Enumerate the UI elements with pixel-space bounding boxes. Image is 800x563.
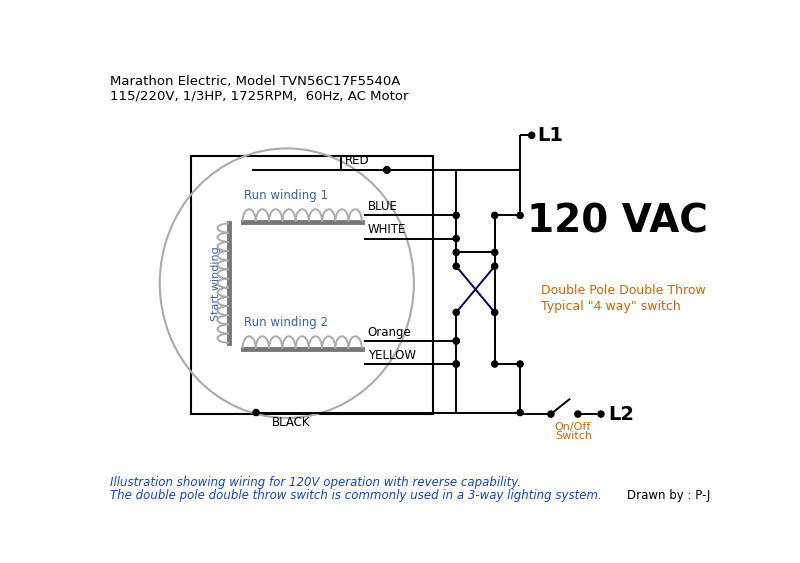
- Circle shape: [517, 212, 523, 218]
- Circle shape: [453, 338, 459, 344]
- Circle shape: [453, 361, 459, 367]
- Circle shape: [453, 212, 459, 218]
- Circle shape: [492, 309, 498, 315]
- Text: Marathon Electric, Model TVN56C17F5540A: Marathon Electric, Model TVN56C17F5540A: [110, 75, 400, 88]
- Circle shape: [529, 132, 534, 138]
- Text: WHITE: WHITE: [368, 223, 406, 236]
- Text: Switch: Switch: [554, 431, 592, 441]
- Text: Drawn by : P-J: Drawn by : P-J: [627, 489, 710, 502]
- Circle shape: [574, 411, 581, 417]
- Circle shape: [492, 361, 498, 367]
- Text: YELLOW: YELLOW: [368, 348, 416, 361]
- Circle shape: [548, 411, 554, 417]
- Text: Run winding 2: Run winding 2: [245, 316, 329, 329]
- Text: Illustration showing wiring for 120V operation with reverse capability.: Illustration showing wiring for 120V ope…: [110, 476, 521, 489]
- Circle shape: [453, 235, 459, 242]
- Text: 120 VAC: 120 VAC: [527, 203, 708, 240]
- Circle shape: [453, 263, 459, 269]
- Text: Typical "4 way" switch: Typical "4 way" switch: [541, 300, 681, 313]
- Text: Orange: Orange: [368, 325, 411, 338]
- Text: RED: RED: [345, 154, 369, 167]
- Circle shape: [453, 309, 459, 315]
- Text: The double pole double throw switch is commonly used in a 3-way lighting system.: The double pole double throw switch is c…: [110, 489, 602, 502]
- Circle shape: [492, 249, 498, 256]
- Circle shape: [384, 167, 390, 173]
- Text: L2: L2: [608, 405, 634, 423]
- Text: L1: L1: [537, 126, 563, 145]
- Circle shape: [598, 411, 604, 417]
- Circle shape: [492, 263, 498, 269]
- Text: BLUE: BLUE: [368, 200, 398, 213]
- Text: BLACK: BLACK: [271, 415, 310, 428]
- Text: Run winding 1: Run winding 1: [245, 189, 329, 202]
- Circle shape: [253, 409, 259, 415]
- Circle shape: [453, 249, 459, 256]
- Text: Start winding: Start winding: [211, 246, 221, 320]
- Circle shape: [453, 338, 459, 344]
- Text: Double Pole Double Throw: Double Pole Double Throw: [541, 284, 706, 297]
- Circle shape: [384, 167, 390, 173]
- Circle shape: [453, 361, 459, 367]
- Text: 115/220V, 1/3HP, 1725RPM,  60Hz, AC Motor: 115/220V, 1/3HP, 1725RPM, 60Hz, AC Motor: [110, 89, 408, 102]
- Circle shape: [517, 361, 523, 367]
- Bar: [190, 156, 433, 414]
- Text: On/Off: On/Off: [554, 422, 591, 432]
- Circle shape: [384, 167, 390, 173]
- Circle shape: [492, 212, 498, 218]
- Circle shape: [517, 409, 523, 415]
